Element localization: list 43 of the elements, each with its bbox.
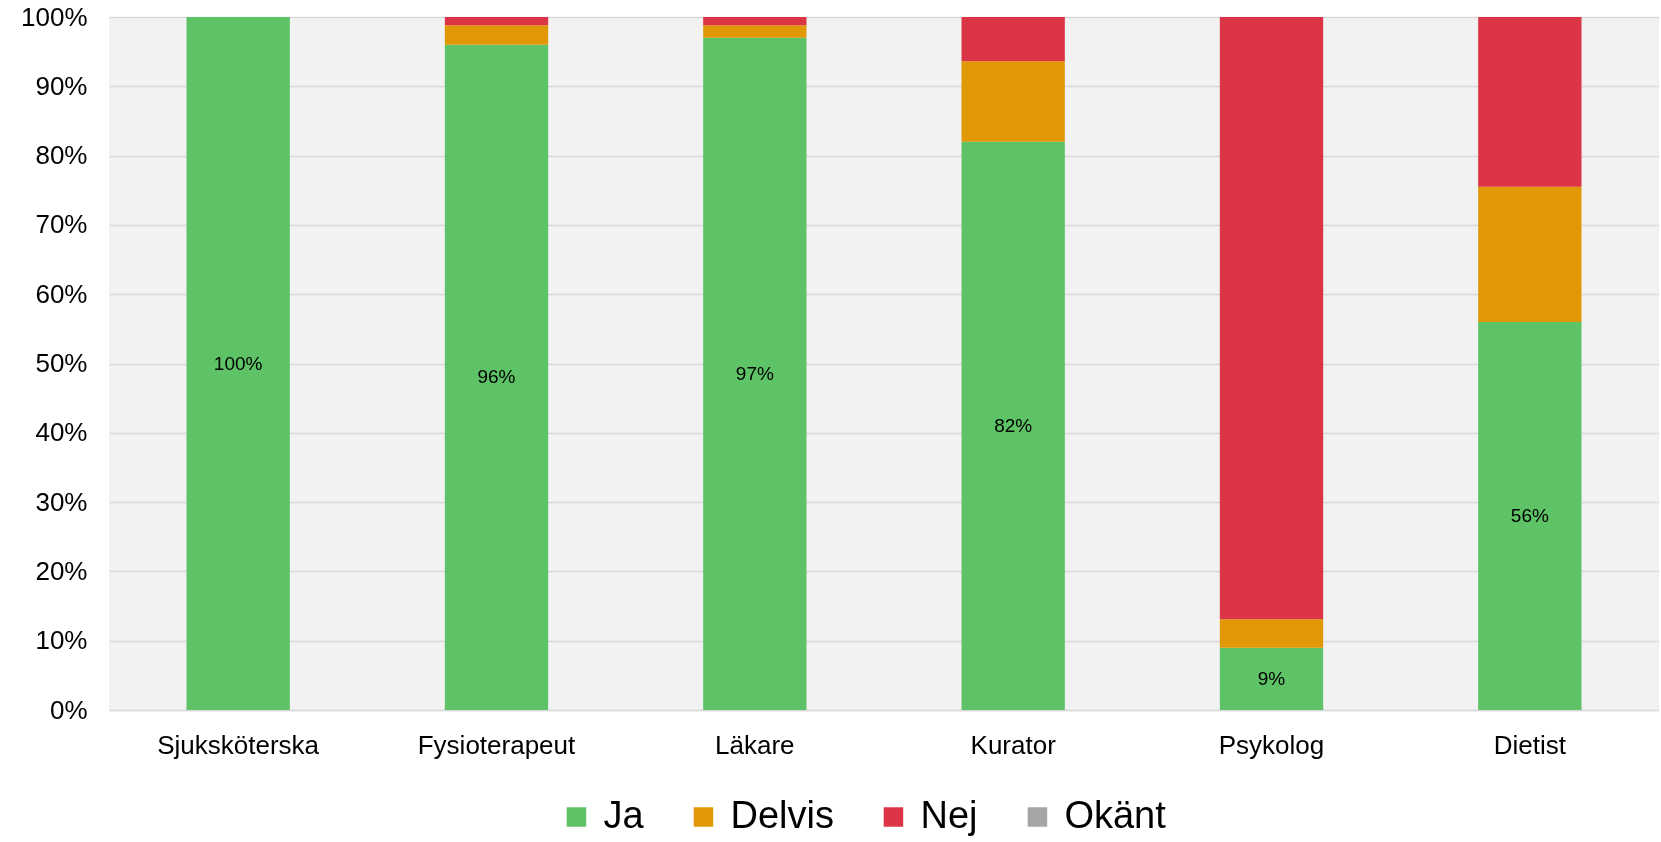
- bar: [1478, 321, 1582, 710]
- legend-label: Delvis: [730, 794, 834, 836]
- bar: [703, 25, 807, 38]
- x-tick-label: Sjuksköterska: [157, 729, 320, 760]
- bar: [961, 141, 1065, 710]
- x-tick-label: Kurator: [970, 729, 1057, 760]
- y-tick-label: 90%: [35, 70, 88, 101]
- data-label: 9%: [1257, 667, 1286, 689]
- data-label: 56%: [1510, 504, 1549, 526]
- bar: [961, 17, 1065, 62]
- y-tick-label: 20%: [35, 555, 88, 586]
- bar: [444, 25, 549, 45]
- bar: [1219, 619, 1324, 648]
- data-label: 97%: [735, 362, 774, 384]
- x-tick-label: Fysioterapeut: [417, 729, 577, 760]
- data-label: 82%: [994, 414, 1033, 436]
- legend-label: Ja: [603, 794, 645, 836]
- y-tick-label: 70%: [35, 209, 88, 240]
- bar: [1478, 186, 1582, 322]
- x-tick-label: Dietist: [1493, 729, 1567, 760]
- y-tick-label: 30%: [35, 486, 88, 517]
- y-tick-label: 40%: [35, 417, 88, 448]
- bar: [961, 61, 1065, 142]
- data-label: 96%: [477, 366, 516, 388]
- y-tick-label: 100%: [21, 1, 88, 32]
- legend-label: Okänt: [1064, 794, 1167, 836]
- bar: [186, 17, 290, 710]
- data-label: 100%: [213, 352, 263, 374]
- x-tick-label: Läkare: [715, 729, 795, 760]
- bar: [1219, 647, 1324, 710]
- bar: [703, 37, 807, 710]
- bar: [1478, 17, 1582, 187]
- y-tick-label: 50%: [35, 348, 88, 378]
- bar: [1219, 17, 1324, 620]
- y-tick-label: 0%: [49, 694, 88, 725]
- y-tick-label: 10%: [35, 625, 88, 656]
- legend-label: Nej: [920, 794, 978, 836]
- bar: [444, 44, 549, 710]
- x-tick-label: Psykolog: [1218, 729, 1325, 760]
- bar: [703, 17, 807, 26]
- bar: [444, 17, 549, 26]
- y-tick-label: 60%: [35, 278, 88, 309]
- y-tick-label: 80%: [35, 140, 88, 171]
